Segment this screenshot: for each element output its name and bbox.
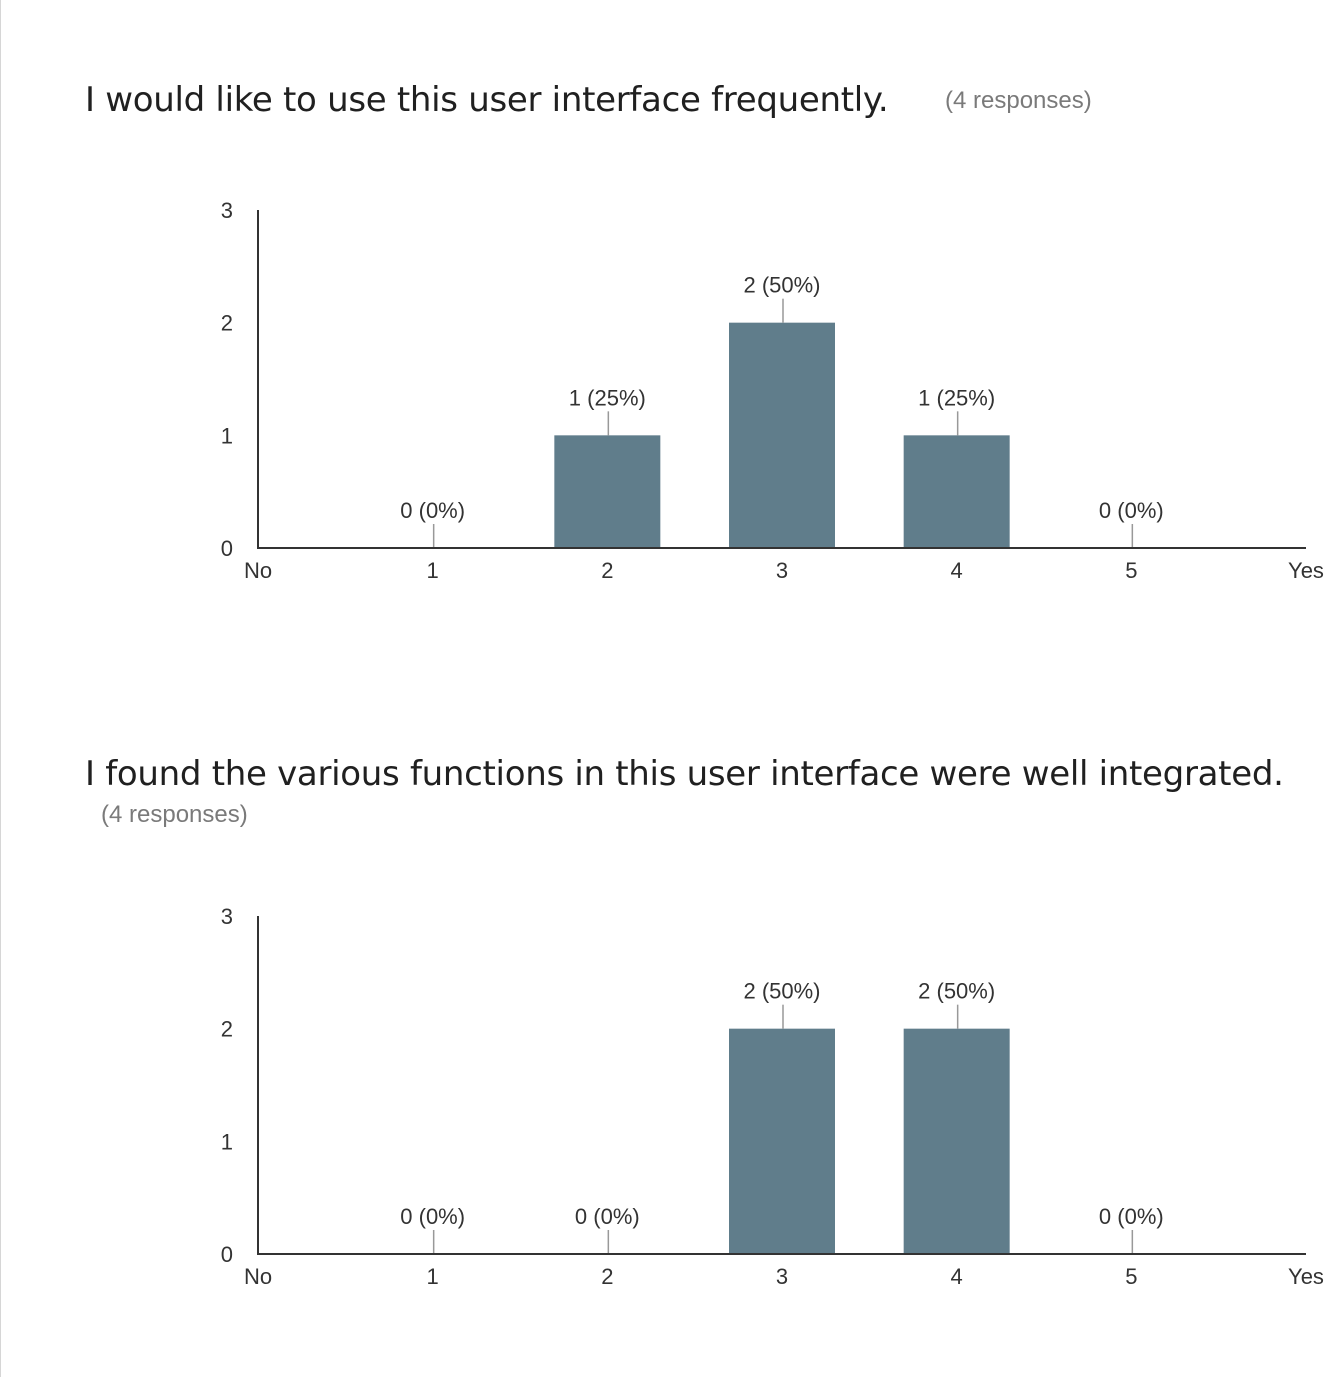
x-axis-start-label: No (244, 558, 272, 583)
x-axis-end-label: Yes (1288, 1264, 1324, 1289)
x-tick-label: 1 (427, 1264, 439, 1289)
data-label: 1 (25%) (569, 385, 646, 410)
x-tick-label: 1 (427, 558, 439, 583)
y-tick-label: 1 (221, 423, 233, 448)
y-tick-label: 2 (221, 1017, 233, 1042)
data-label: 0 (0%) (1099, 498, 1164, 523)
x-axis-start-label: No (244, 1264, 272, 1289)
bar (729, 1028, 835, 1254)
data-label: 0 (0%) (400, 498, 465, 523)
x-tick-label: 2 (601, 558, 613, 583)
y-tick-label: 0 (221, 1242, 233, 1267)
data-label: 2 (50%) (743, 273, 820, 298)
y-tick-label: 0 (221, 536, 233, 561)
data-label: 1 (25%) (918, 385, 995, 410)
x-tick-label: 4 (951, 1264, 963, 1289)
x-tick-label: 3 (776, 1264, 788, 1289)
bar (554, 435, 661, 548)
x-tick-label: 3 (776, 558, 788, 583)
x-axis-end-label: Yes (1288, 558, 1324, 583)
x-tick-label: 4 (951, 558, 963, 583)
y-tick-label: 2 (221, 311, 233, 336)
bar-chart: 0 1 2 3 0 (0%) 1 0 (0%) 2 2 (50%) 3 2 (50%) 4 0 (0%)… (221, 904, 1324, 1289)
response-count: (4 responses) (101, 801, 248, 828)
data-label: 0 (0%) (400, 1204, 465, 1229)
question-title: I would like to use this user interface … (85, 80, 889, 120)
data-label: 0 (0%) (1099, 1204, 1164, 1229)
x-tick-label: 5 (1125, 1264, 1137, 1289)
data-label: 0 (0%) (575, 1204, 640, 1229)
y-tick-label: 3 (221, 904, 233, 929)
bar (729, 322, 835, 548)
y-tick-label: 3 (221, 198, 233, 223)
response-count: (4 responses) (945, 87, 1092, 114)
x-tick-label: 5 (1125, 558, 1137, 583)
bar-chart: 0 1 2 3 0 (0%) 1 1 (25%) 2 2 (50%) 3 1 (25%) 4 0 (0%… (221, 198, 1324, 583)
bar (903, 435, 1010, 548)
data-label: 2 (50%) (743, 979, 820, 1004)
y-tick-label: 1 (221, 1129, 233, 1154)
bar (903, 1028, 1010, 1254)
x-tick-label: 2 (601, 1264, 613, 1289)
data-label: 2 (50%) (918, 979, 995, 1004)
question-title: I found the various functions in this us… (85, 754, 1284, 794)
page-left-border (0, 0, 1, 1377)
